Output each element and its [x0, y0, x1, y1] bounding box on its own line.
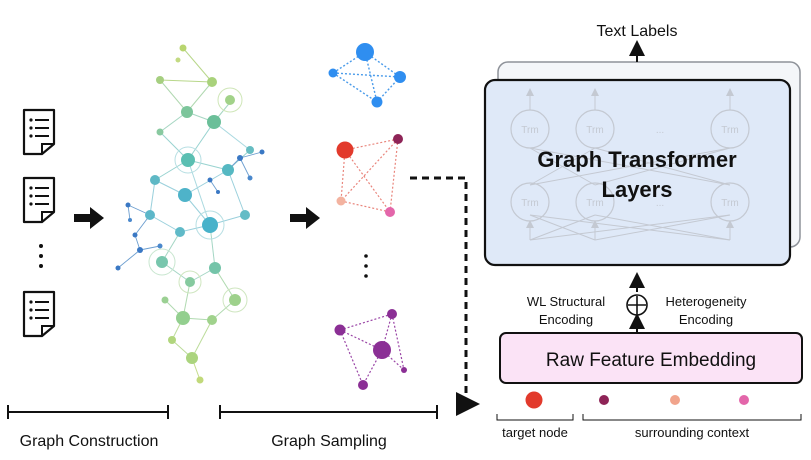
dashed-connector-arrow: [410, 176, 480, 416]
heterogeneity-encoding-label: Heterogeneity: [666, 294, 747, 309]
faint-trm-network: Trm Trm ... Trm Trm Trm ... Trm: [510, 88, 750, 241]
heterogeneity-encoding-label-line2: Encoding: [679, 312, 733, 327]
surrounding-context-bracket: [582, 414, 802, 421]
sampled-subgraph-purple: [334, 309, 407, 390]
wl-encoding-label: WL Structural: [527, 294, 605, 309]
vertical-dots: [39, 244, 43, 268]
trm-label: Trm: [586, 125, 603, 136]
graph-transformer-title-line2: Layers: [602, 177, 673, 202]
sampled-subgraph-red: [336, 134, 403, 217]
document-icon: [22, 108, 56, 156]
wl-encoding-label-line2: Encoding: [539, 312, 593, 327]
trm-label: Trm: [721, 125, 738, 136]
raw-feature-embedding-label: Raw Feature Embedding: [546, 350, 756, 371]
graph-sampling-label: Graph Sampling: [271, 433, 387, 450]
constructed-graph: [115, 44, 265, 384]
target-node-label: target node: [502, 425, 568, 440]
trm-label: Trm: [521, 198, 538, 209]
plus-circle-icon: [626, 294, 648, 316]
graph-transformer-box: [483, 78, 792, 267]
arrow-right-icon: [74, 207, 104, 229]
document-icons: [22, 108, 56, 338]
sampled-subgraph-blue: [328, 43, 406, 108]
context-node-dot: [599, 395, 609, 405]
document-icon: [22, 176, 56, 224]
graph-transformer-title: Graph Transformer: [537, 147, 737, 172]
graph-construction-bar: [7, 405, 169, 419]
target-node-dot: [525, 391, 543, 409]
graph-sampling-bar: [219, 405, 438, 419]
raw-feature-embedding-box: [499, 332, 803, 384]
trm-ellipsis: ...: [656, 125, 664, 136]
trm-label: Trm: [721, 198, 738, 209]
document-icon: [22, 290, 56, 338]
trm-label: Trm: [586, 198, 603, 209]
input-token-row: [525, 391, 749, 409]
text-labels-title: Text Labels: [597, 23, 678, 40]
graph-construction-label: Graph Construction: [20, 433, 159, 450]
surrounding-context-label: surrounding context: [635, 425, 750, 440]
arrow-right-icon: [290, 207, 320, 229]
trm-ellipsis: ...: [656, 198, 664, 209]
target-node-bracket: [496, 414, 574, 421]
trm-label: Trm: [521, 125, 538, 136]
context-node-dot: [739, 395, 749, 405]
vertical-dots: [364, 254, 368, 278]
context-node-dot: [670, 395, 680, 405]
